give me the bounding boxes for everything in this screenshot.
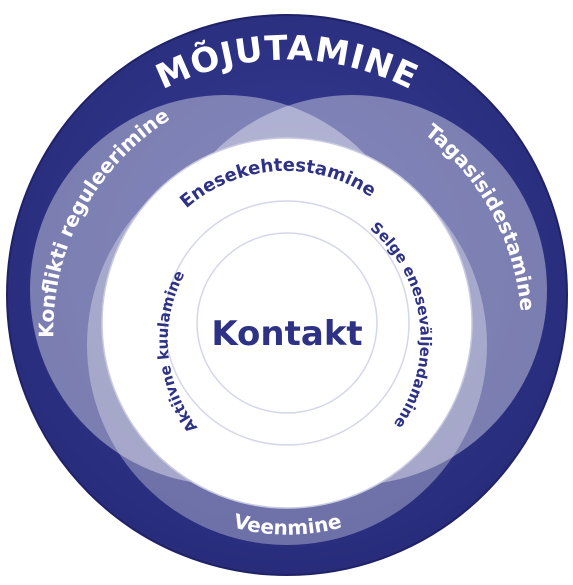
ring-divider <box>164 200 410 446</box>
center-label: Kontakt <box>211 314 362 354</box>
core-circle <box>196 232 378 414</box>
inner-ring-edge <box>101 137 473 509</box>
